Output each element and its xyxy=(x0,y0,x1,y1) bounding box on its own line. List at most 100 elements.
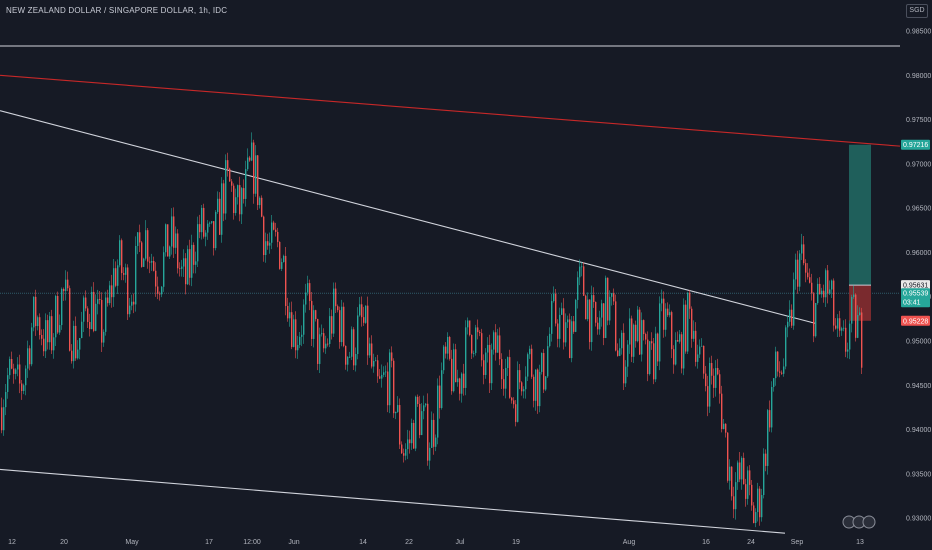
candle-body xyxy=(289,312,291,319)
candle-body xyxy=(745,484,747,499)
candle-body xyxy=(391,352,393,361)
candle-body xyxy=(695,330,697,362)
candle-body xyxy=(649,341,651,375)
candle-body xyxy=(843,327,845,329)
candle-body xyxy=(375,360,377,362)
candle-body xyxy=(597,322,599,330)
candle-body xyxy=(679,334,681,342)
candle-body xyxy=(13,368,15,374)
candle-body xyxy=(243,188,245,199)
x-tick-label: 12 xyxy=(8,539,16,546)
candle-body xyxy=(229,168,231,182)
candle-body xyxy=(197,224,199,262)
candle-body xyxy=(537,369,539,407)
candle-body xyxy=(27,348,29,369)
candle-body xyxy=(641,320,643,355)
candle-body xyxy=(7,375,9,392)
candle-body xyxy=(105,297,107,332)
x-tick-label: Aug xyxy=(623,539,636,546)
candle-body xyxy=(827,270,829,294)
candle-body xyxy=(15,369,17,374)
candle-body xyxy=(111,285,113,298)
candle-body xyxy=(767,410,769,466)
candle-body xyxy=(675,340,677,365)
candle-body xyxy=(135,245,137,305)
x-tick-label: May xyxy=(125,539,139,546)
candle-body xyxy=(439,385,441,408)
candle-body xyxy=(349,356,351,358)
y-tick-label: 0.93000 xyxy=(906,516,931,523)
candle-body xyxy=(551,301,553,334)
candle-body xyxy=(399,405,401,445)
candle-body xyxy=(859,312,861,316)
candle-body xyxy=(727,432,729,481)
candle-body xyxy=(729,466,731,481)
candle-body xyxy=(491,349,493,384)
candle-body xyxy=(637,309,639,342)
x-tick-label: 14 xyxy=(359,539,367,546)
y-tick-label: 0.95000 xyxy=(906,338,931,345)
x-tick-label: 22 xyxy=(405,539,413,546)
candle-body xyxy=(325,343,327,349)
candle-body xyxy=(35,296,37,327)
candle-body xyxy=(87,308,89,322)
candle-body xyxy=(305,292,307,305)
candle-body xyxy=(427,403,429,461)
candle-body xyxy=(149,261,151,263)
x-tick-label: 16 xyxy=(702,539,710,546)
currency-badge[interactable]: SGD xyxy=(906,4,928,18)
candle-body xyxy=(47,320,49,343)
candle-body xyxy=(725,423,727,433)
candle-body xyxy=(139,232,141,243)
candle-body xyxy=(37,317,39,327)
candle-body xyxy=(281,262,283,269)
candle-body xyxy=(451,358,453,392)
candle-body xyxy=(851,296,853,324)
candle-body xyxy=(469,320,471,336)
candle-body xyxy=(579,266,581,278)
candle-body xyxy=(819,283,821,295)
descending-resistance-trendline xyxy=(0,110,816,324)
price-tag: 0.95228 xyxy=(901,315,930,326)
candle-body xyxy=(279,241,281,269)
candle-body xyxy=(155,270,157,287)
candle-body xyxy=(297,344,299,351)
candle-body xyxy=(603,303,605,338)
y-tick-label: 0.94500 xyxy=(906,383,931,390)
candle-body xyxy=(241,188,243,215)
candle-body xyxy=(651,341,653,344)
candle-body xyxy=(143,258,145,267)
candle-body xyxy=(377,360,379,377)
candle-body xyxy=(343,306,345,346)
candle-body xyxy=(161,286,163,295)
candle-body xyxy=(769,410,771,428)
candle-body xyxy=(63,289,65,292)
candle-body xyxy=(333,288,335,334)
candle-body xyxy=(133,301,135,305)
candle-body xyxy=(81,321,83,339)
candle-body xyxy=(761,495,763,518)
candle-body xyxy=(749,470,751,485)
candle-body xyxy=(271,222,273,243)
candle-body xyxy=(131,301,133,306)
candle-body xyxy=(177,233,179,269)
candle-body xyxy=(835,325,837,329)
x-tick-label: 17 xyxy=(205,539,213,546)
candle-body xyxy=(497,335,499,353)
candle-body xyxy=(119,240,121,266)
candle-body xyxy=(667,308,669,316)
candle-body xyxy=(505,367,507,389)
candle-body xyxy=(39,317,41,336)
candle-body xyxy=(385,371,387,373)
candle-body xyxy=(153,261,155,271)
candle-body xyxy=(303,304,305,335)
candle-body xyxy=(809,277,811,283)
candle-body xyxy=(329,316,331,344)
candle-body xyxy=(723,423,725,430)
candle-body xyxy=(643,320,645,335)
candle-body xyxy=(777,351,779,372)
candle-body xyxy=(147,230,149,262)
candle-body xyxy=(621,332,623,349)
candle-body xyxy=(1,407,3,431)
